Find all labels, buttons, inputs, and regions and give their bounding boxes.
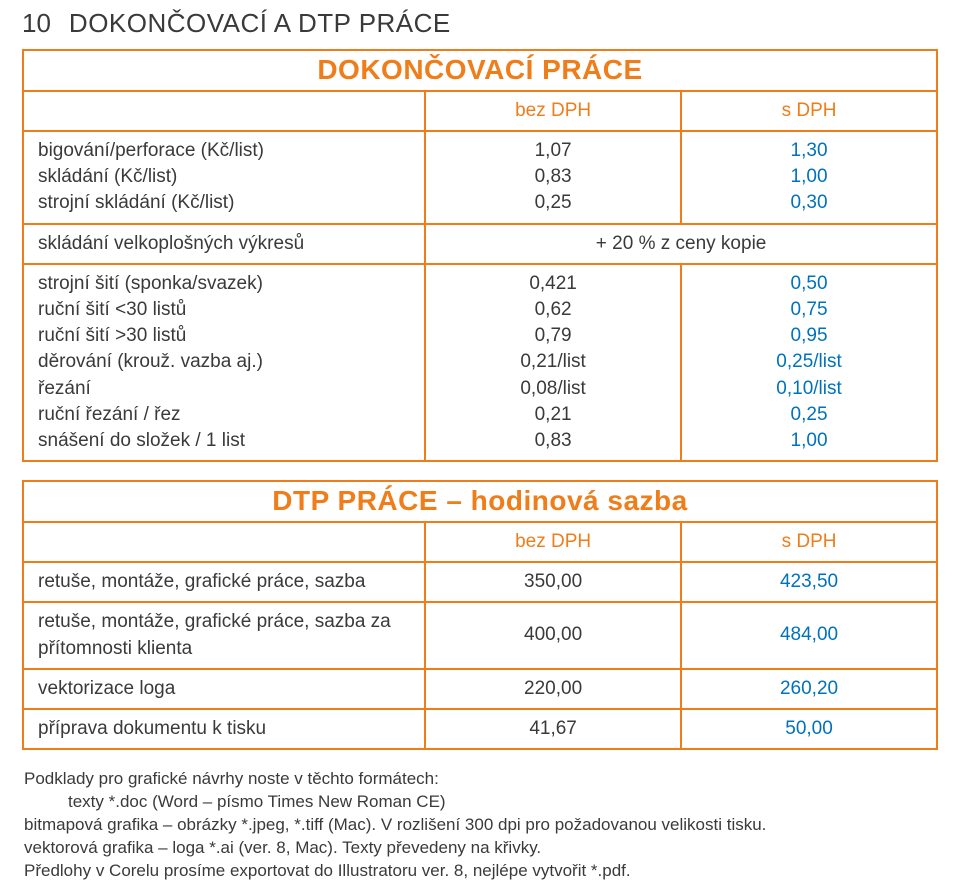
- row-value: 0,21/list: [440, 349, 666, 375]
- table-cell: 0,421 0,62 0,79 0,21/list 0,08/list 0,21…: [425, 264, 681, 462]
- finishing-table: DOKONČOVACÍ PRÁCE bez DPH s DPH bigování…: [22, 49, 938, 462]
- footnote-line: bitmapová grafika – obrázky *.jpeg, *.ti…: [24, 814, 938, 837]
- row-value: 0,10/list: [696, 376, 922, 402]
- row-label: řezání: [38, 376, 410, 402]
- row-value: 423,50: [681, 562, 937, 602]
- row-value: 350,00: [425, 562, 681, 602]
- row-label: skládání (Kč/list): [38, 164, 410, 190]
- row-label: ruční šití >30 listů: [38, 323, 410, 349]
- table2-header-sDPH: s DPH: [681, 522, 937, 562]
- row-label: retuše, montáže, grafické práce, sazba z…: [23, 602, 425, 668]
- dtp-table: DTP PRÁCE – hodinová sazba bez DPH s DPH…: [22, 480, 938, 750]
- row-value: 0,50: [696, 271, 922, 297]
- page-title: DOKONČOVACÍ A DTP PRÁCE: [69, 8, 451, 39]
- row-value: 1,30: [696, 138, 922, 164]
- row-value: 1,07: [440, 138, 666, 164]
- table-cell: 1,07 0,83 0,25: [425, 131, 681, 224]
- table-cell: bigování/perforace (Kč/list) skládání (K…: [23, 131, 425, 224]
- row-label: děrování (krouž. vazba aj.): [38, 349, 410, 375]
- footnote-line: Předlohy v Corelu prosíme exportovat do …: [24, 860, 938, 883]
- row-label: bigování/perforace (Kč/list): [38, 138, 410, 164]
- row-label: ruční šití <30 listů: [38, 297, 410, 323]
- row-value: 220,00: [425, 669, 681, 709]
- table1-header-sDPH: s DPH: [681, 91, 937, 131]
- row-label: retuše, montáže, grafické práce, sazba: [23, 562, 425, 602]
- table1-title: DOKONČOVACÍ PRÁCE: [23, 50, 937, 91]
- row-value: 1,00: [696, 164, 922, 190]
- row-value: 0,83: [440, 164, 666, 190]
- table-cell: 1,30 1,00 0,30: [681, 131, 937, 224]
- table-cell: strojní šití (sponka/svazek) ruční šití …: [23, 264, 425, 462]
- row-label: strojní skládání (Kč/list): [38, 190, 410, 216]
- row-value: 0,75: [696, 297, 922, 323]
- table1-header-bezDPH: bez DPH: [425, 91, 681, 131]
- row-label: strojní šití (sponka/svazek): [38, 271, 410, 297]
- row-value: 0,25: [696, 402, 922, 428]
- row-value: 0,421: [440, 271, 666, 297]
- row-value: 0,25: [440, 190, 666, 216]
- row-value: 260,20: [681, 669, 937, 709]
- table1-header-empty: [23, 91, 425, 131]
- row-value: 1,00: [696, 428, 922, 454]
- row-value: 50,00: [681, 709, 937, 749]
- row-label: ruční řezání / řez: [38, 402, 410, 428]
- row-value: 484,00: [681, 602, 937, 668]
- table2-title: DTP PRÁCE – hodinová sazba: [23, 481, 937, 522]
- row-value: 0,95: [696, 323, 922, 349]
- row-value: 41,67: [425, 709, 681, 749]
- row-value: 0,83: [440, 428, 666, 454]
- row-value: 0,21: [440, 402, 666, 428]
- footnote-line: Podklady pro grafické návrhy noste v těc…: [24, 768, 938, 791]
- row-value: 0,30: [696, 190, 922, 216]
- table2-header-empty: [23, 522, 425, 562]
- row-label: snášení do složek / 1 list: [38, 428, 410, 454]
- page-number: 10: [22, 8, 51, 39]
- footnote-line: texty *.doc (Word – písmo Times New Roma…: [24, 791, 938, 814]
- row-value: 0,25/list: [696, 349, 922, 375]
- footnote-block: Podklady pro grafické návrhy noste v těc…: [22, 768, 938, 883]
- footnote-line: vektorová grafika – loga *.ai (ver. 8, M…: [24, 837, 938, 860]
- row-value: 0,79: [440, 323, 666, 349]
- row-label: vektorizace loga: [23, 669, 425, 709]
- table-cell: 0,50 0,75 0,95 0,25/list 0,10/list 0,25 …: [681, 264, 937, 462]
- row-merged-value: + 20 % z ceny kopie: [425, 224, 937, 264]
- page-header: 10 DOKONČOVACÍ A DTP PRÁCE: [22, 8, 938, 39]
- row-value: 0,08/list: [440, 376, 666, 402]
- row-value: 400,00: [425, 602, 681, 668]
- row-label: příprava dokumentu k tisku: [23, 709, 425, 749]
- row-value: 0,62: [440, 297, 666, 323]
- table2-header-bezDPH: bez DPH: [425, 522, 681, 562]
- row-label: skládání velkoplošných výkresů: [23, 224, 425, 264]
